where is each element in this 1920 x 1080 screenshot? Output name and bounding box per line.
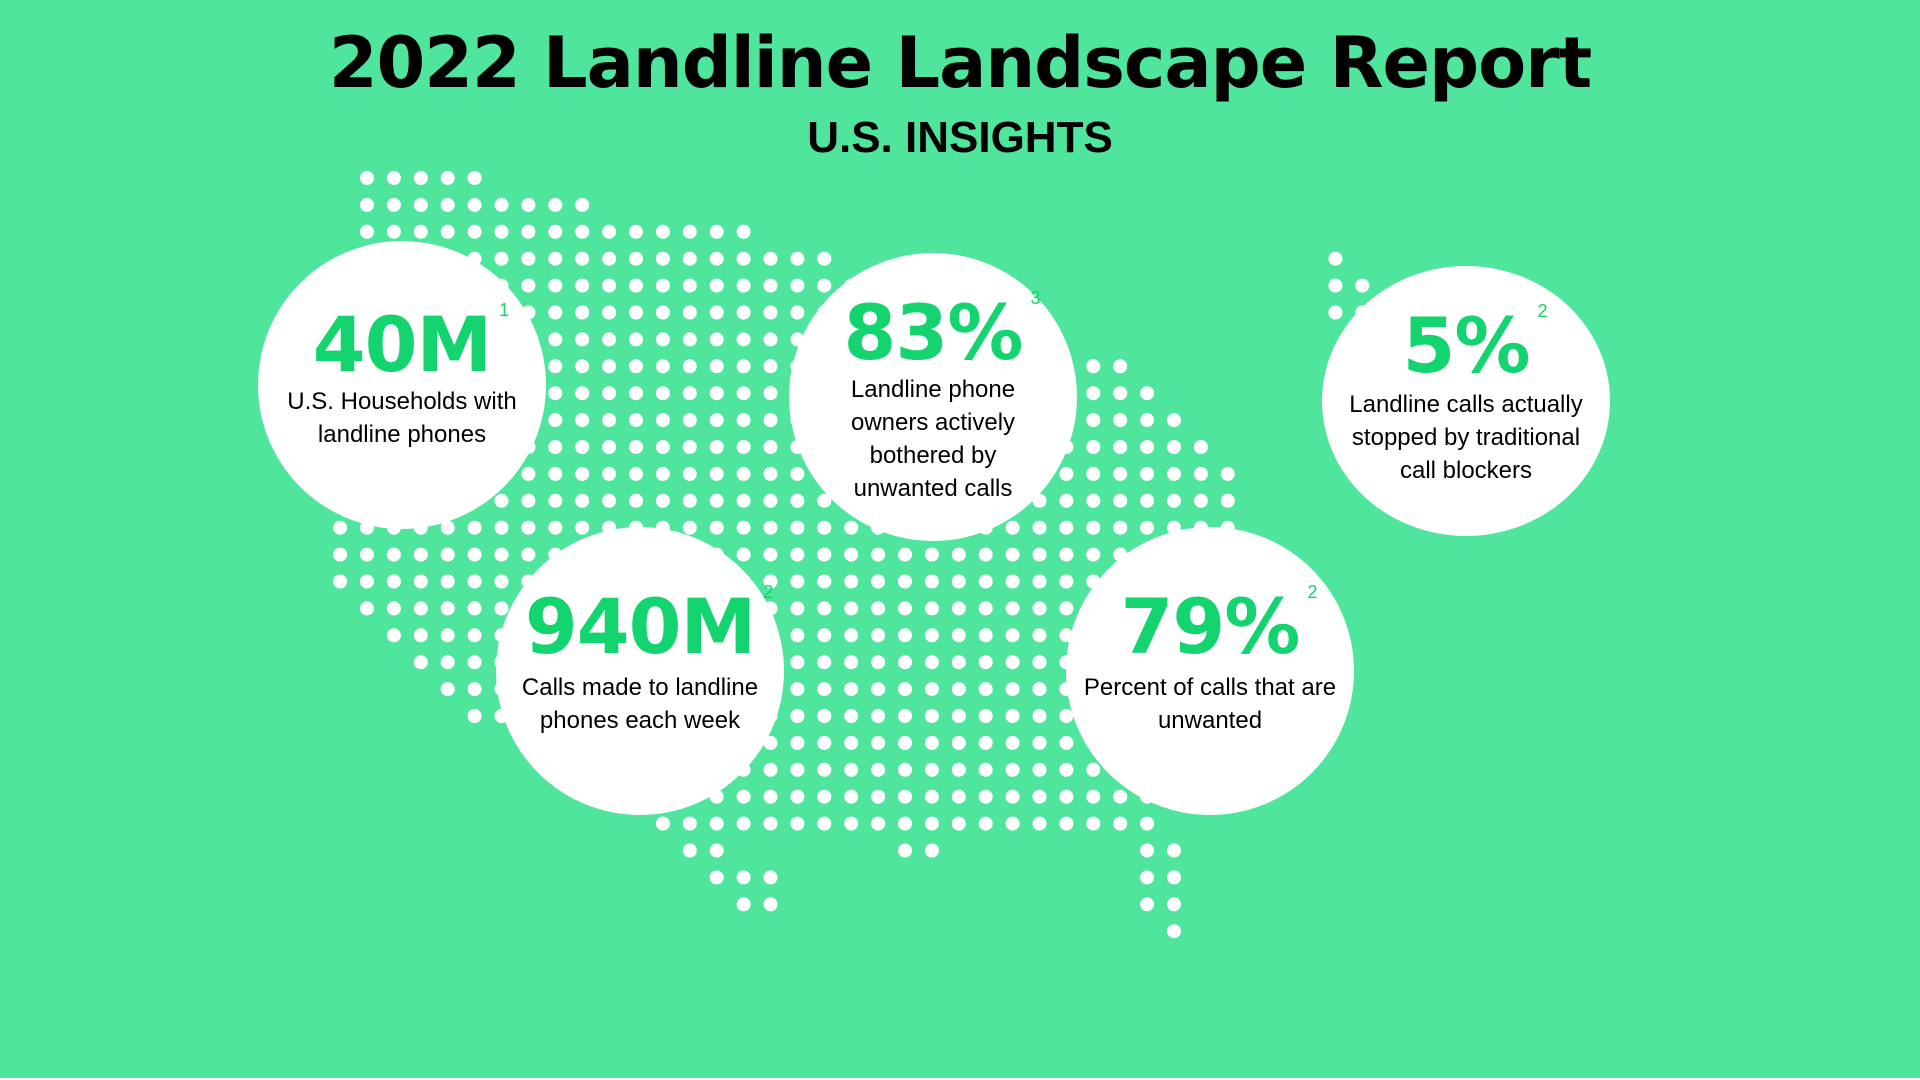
stat-value: 5% 2: [1402, 302, 1547, 384]
footnote-ref: 1: [499, 300, 510, 320]
stat-value: 79% 2: [1121, 583, 1318, 665]
footnote-ref: 2: [1537, 301, 1548, 321]
stat-label: Landline phone owners actively bothered …: [850, 376, 1016, 502]
footnote-ref: 2: [1307, 582, 1318, 602]
stat-label: Percent of calls that are unwanted: [1083, 674, 1337, 734]
page-subtitle: U.S. INSIGHTS: [807, 113, 1113, 162]
stat-value-text: 5%: [1402, 301, 1530, 390]
stat-label: U.S. Households with landline phones: [287, 388, 517, 448]
stat-calls-stopped: 5% 2 Landline calls actually stopped by …: [1322, 266, 1610, 536]
stat-value: 40M 1: [313, 301, 509, 383]
stat-households: 40M 1 U.S. Households with landline phon…: [258, 241, 546, 529]
stat-bothered-owners: 83% 3 Landline phone owners actively bot…: [789, 253, 1077, 541]
stat-label: Calls made to landline phones each week: [521, 674, 759, 734]
stat-value-text: 83%: [843, 288, 1024, 377]
stat-value-text: 79%: [1120, 582, 1301, 671]
stat-unwanted-calls: 79% 2 Percent of calls that are unwanted: [1066, 527, 1354, 815]
page-title: 2022 Landline Landscape Report: [328, 22, 1592, 104]
stat-label: Landline calls actually stopped by tradi…: [1349, 391, 1583, 484]
stat-value-text: 940M: [524, 582, 756, 671]
stat-weekly-calls: 940M 2 Calls made to landline phones eac…: [496, 527, 784, 815]
footnote-ref: 2: [763, 582, 774, 602]
stat-value: 940M 2: [525, 583, 773, 665]
stat-value-text: 40M: [312, 300, 492, 389]
footnote-ref: 3: [1030, 288, 1041, 308]
stat-value: 83% 3: [844, 289, 1041, 371]
